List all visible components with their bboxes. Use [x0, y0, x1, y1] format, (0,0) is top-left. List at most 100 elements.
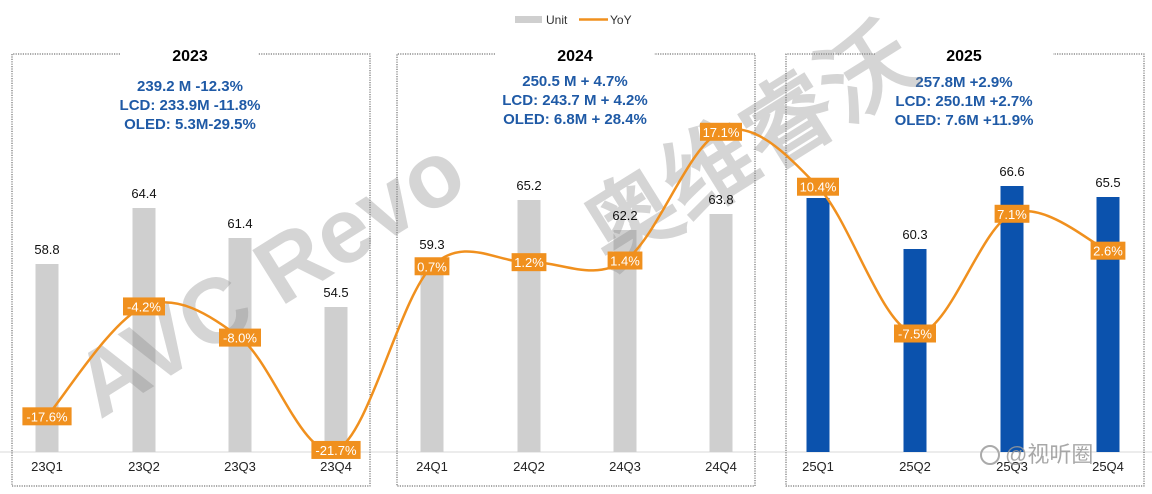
unit-value-label-23Q3: 61.4	[227, 216, 252, 231]
unit-value-label-23Q1: 58.8	[34, 242, 59, 257]
unit-bar-24Q4	[709, 214, 733, 452]
panel-year-title: 2025	[946, 48, 982, 65]
panel-summary-total: 250.5 M + 4.7%	[522, 73, 627, 90]
legend-yoy-label: YoY	[610, 13, 632, 27]
yoy-label-box	[219, 328, 261, 347]
yoy-label-box	[894, 324, 936, 343]
source-watermark-text: @视听圈	[1005, 442, 1093, 467]
yoy-label-box	[607, 251, 643, 270]
unit-value-label-25Q4: 65.5	[1095, 175, 1120, 190]
unit-bar-23Q1	[35, 264, 59, 452]
unit-value-label-24Q1: 59.3	[419, 237, 444, 252]
unit-value-label-24Q3: 62.2	[612, 208, 637, 223]
watermark-brand: AVC Revo	[57, 118, 482, 437]
yoy-label-box	[123, 297, 165, 316]
paw-icon	[980, 445, 1000, 465]
unit-bar-25Q4	[1096, 197, 1120, 452]
yoy-label-text: -17.6%	[26, 409, 68, 424]
watermark-layer: AVC Revo 奥维睿沃	[57, 5, 933, 437]
yoy-label-25Q4: 2.6%	[1090, 241, 1126, 260]
yoy-label-23Q1: -17.6%	[22, 407, 72, 426]
legend-unit-swatch	[515, 16, 542, 23]
yoy-label-box	[1090, 241, 1126, 260]
yoy-label-box	[797, 177, 839, 196]
unit-value-label-24Q2: 65.2	[516, 178, 541, 193]
panel-2025: 2025 257.8M +2.9% LCD: 250.1M +2.7% OLED…	[785, 48, 1145, 487]
yoy-label-23Q4: -21.7%	[311, 440, 361, 459]
panel-summary-total: 257.8M +2.9%	[915, 74, 1012, 91]
unit-value-label-25Q2: 60.3	[902, 227, 927, 242]
unit-value-label-24Q4: 63.8	[708, 192, 733, 207]
panel-summary-oled: OLED: 6.8M + 28.4%	[503, 111, 647, 128]
unit-value-label-23Q4: 54.5	[323, 285, 348, 300]
yoy-label-text: 17.1%	[703, 125, 740, 140]
yoy-label-box	[311, 440, 361, 459]
unit-value-label-23Q2: 64.4	[131, 186, 156, 201]
panel-summary-lcd: LCD: 243.7 M + 4.2%	[502, 92, 647, 109]
category-label-23Q4: 23Q4	[320, 459, 352, 474]
watermark-brand-cn: 奥维睿沃	[567, 5, 933, 287]
yoy-labels: -17.6% -4.2% -8.0% -21.7% 0.7% 1.2% 1.4% 17.1% 1…	[22, 122, 1126, 459]
category-label-23Q1: 23Q1	[31, 459, 63, 474]
panel-summary-total: 239.2 M -12.3%	[137, 78, 243, 95]
year-panels: 2023 239.2 M -12.3% LCD: 233.9M -11.8% O…	[11, 48, 1145, 487]
yoy-label-box	[994, 204, 1030, 223]
yoy-label-box	[22, 407, 72, 426]
legend: Unit YoY	[515, 13, 632, 27]
yoy-label-24Q2: 1.2%	[511, 253, 547, 272]
source-watermark: @视听圈	[980, 442, 1093, 467]
yoy-label-23Q2: -4.2%	[123, 297, 165, 316]
category-labels: 23Q1 23Q2 23Q3 23Q4 24Q1 24Q2 24Q3 24Q4 25Q1 25Q2…	[31, 459, 1124, 474]
panel-2023: 2023 239.2 M -12.3% LCD: 233.9M -11.8% O…	[11, 48, 371, 487]
category-label-25Q4: 25Q4	[1092, 459, 1124, 474]
yoy-label-text: 7.1%	[997, 207, 1027, 222]
panel-year-title: 2023	[172, 48, 208, 65]
yoy-label-text: -8.0%	[223, 331, 257, 346]
yoy-label-text: 0.7%	[417, 259, 447, 274]
yoy-label-25Q1: 10.4%	[797, 177, 839, 196]
category-label-25Q2: 25Q2	[899, 459, 931, 474]
yoy-label-box	[511, 253, 547, 272]
legend-unit-label: Unit	[546, 13, 568, 27]
unit-value-label-25Q3: 66.6	[999, 164, 1024, 179]
unit-bars	[35, 186, 1120, 452]
panel-frame	[11, 53, 371, 487]
category-label-24Q1: 24Q1	[416, 459, 448, 474]
yoy-label-box	[414, 257, 450, 276]
yoy-label-text: -21.7%	[315, 443, 357, 458]
panel-summary-lcd: LCD: 233.9M -11.8%	[120, 97, 261, 114]
yoy-label-24Q4: 17.1%	[700, 122, 742, 141]
panel-year-title: 2024	[557, 48, 593, 65]
category-label-25Q1: 25Q1	[802, 459, 834, 474]
yoy-label-25Q2: -7.5%	[894, 324, 936, 343]
unit-bar-25Q1	[806, 198, 830, 452]
panel-2024: 2024 250.5 M + 4.7% LCD: 243.7 M + 4.2% …	[396, 48, 756, 487]
unit-bar-24Q3	[613, 230, 637, 452]
unit-bar-23Q2	[132, 208, 156, 452]
category-label-23Q2: 23Q2	[128, 459, 160, 474]
unit-bar-25Q2	[903, 249, 927, 452]
yoy-label-text: 2.6%	[1093, 244, 1123, 259]
category-label-25Q3: 25Q3	[996, 459, 1028, 474]
unit-bar-25Q3	[1000, 186, 1024, 452]
unit-bar-23Q4	[324, 307, 348, 452]
yoy-label-23Q3: -8.0%	[219, 328, 261, 347]
yoy-label-text: 1.4%	[610, 254, 640, 269]
category-label-24Q3: 24Q3	[609, 459, 641, 474]
unit-bar-24Q2	[517, 200, 541, 452]
category-label-24Q4: 24Q4	[705, 459, 737, 474]
yoy-label-text: -4.2%	[127, 299, 161, 314]
yoy-label-text: -7.5%	[898, 327, 932, 342]
panel-summary-oled: OLED: 7.6M +11.9%	[895, 112, 1034, 129]
yoy-label-24Q1: 0.7%	[414, 257, 450, 276]
unit-bar-24Q1	[420, 259, 444, 452]
yoy-label-text: 10.4%	[800, 180, 837, 195]
yoy-label-box	[700, 122, 742, 141]
panel-summary-oled: OLED: 5.3M-29.5%	[124, 116, 256, 133]
yoy-label-24Q3: 1.4%	[607, 251, 643, 270]
yoy-label-25Q3: 7.1%	[994, 204, 1030, 223]
category-label-24Q2: 24Q2	[513, 459, 545, 474]
yoy-label-text: 1.2%	[514, 255, 544, 270]
panel-frame	[396, 53, 756, 487]
